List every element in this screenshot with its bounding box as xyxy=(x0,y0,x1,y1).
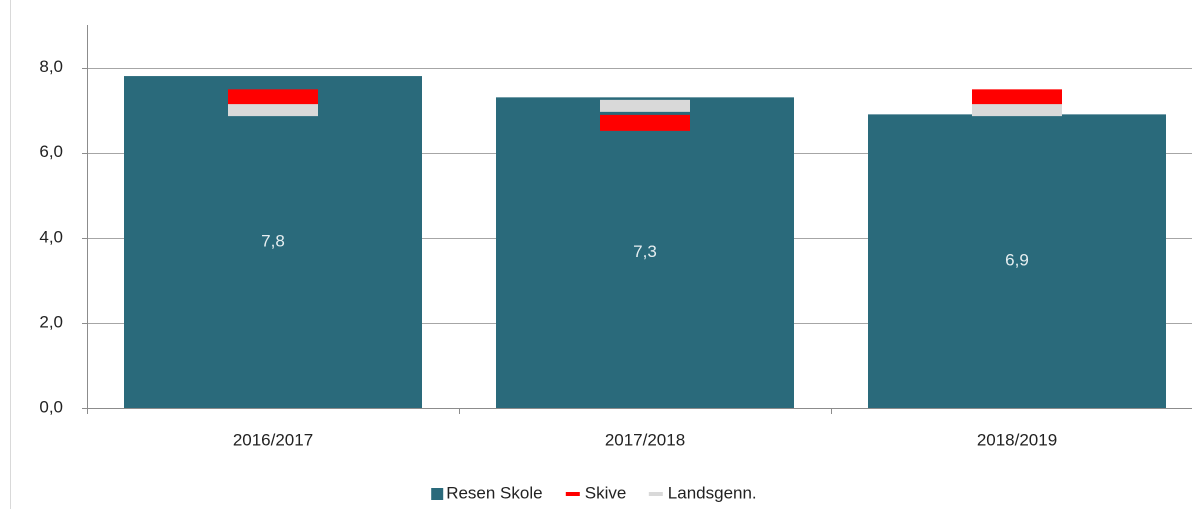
value-label: 7,3 xyxy=(633,242,657,261)
marker xyxy=(972,104,1062,117)
marker xyxy=(600,99,690,112)
bar xyxy=(868,114,1166,408)
y-tick-label: 0,0 xyxy=(39,397,63,416)
bar xyxy=(124,76,422,409)
y-tick-label: 4,0 xyxy=(39,227,63,246)
legend-swatch xyxy=(648,492,663,496)
y-tick-label: 8,0 xyxy=(39,57,63,76)
legend-label: Landsgenn. xyxy=(668,483,757,502)
x-tick-label: 2017/2018 xyxy=(605,430,685,449)
marker xyxy=(972,89,1062,106)
marker xyxy=(600,114,690,131)
legend-label: Skive xyxy=(585,483,627,502)
legend-label: Resen Skole xyxy=(446,483,542,502)
marker xyxy=(228,104,318,117)
legend-swatch xyxy=(565,492,580,496)
y-tick-label: 6,0 xyxy=(39,142,63,161)
y-tick-label: 2,0 xyxy=(39,312,63,331)
legend-swatch xyxy=(431,488,444,500)
value-label: 6,9 xyxy=(1005,251,1029,270)
x-tick-label: 2018/2019 xyxy=(977,430,1057,449)
marker xyxy=(228,89,318,106)
bar xyxy=(496,97,794,408)
value-label: 7,8 xyxy=(261,232,285,251)
x-tick-label: 2016/2017 xyxy=(233,430,313,449)
